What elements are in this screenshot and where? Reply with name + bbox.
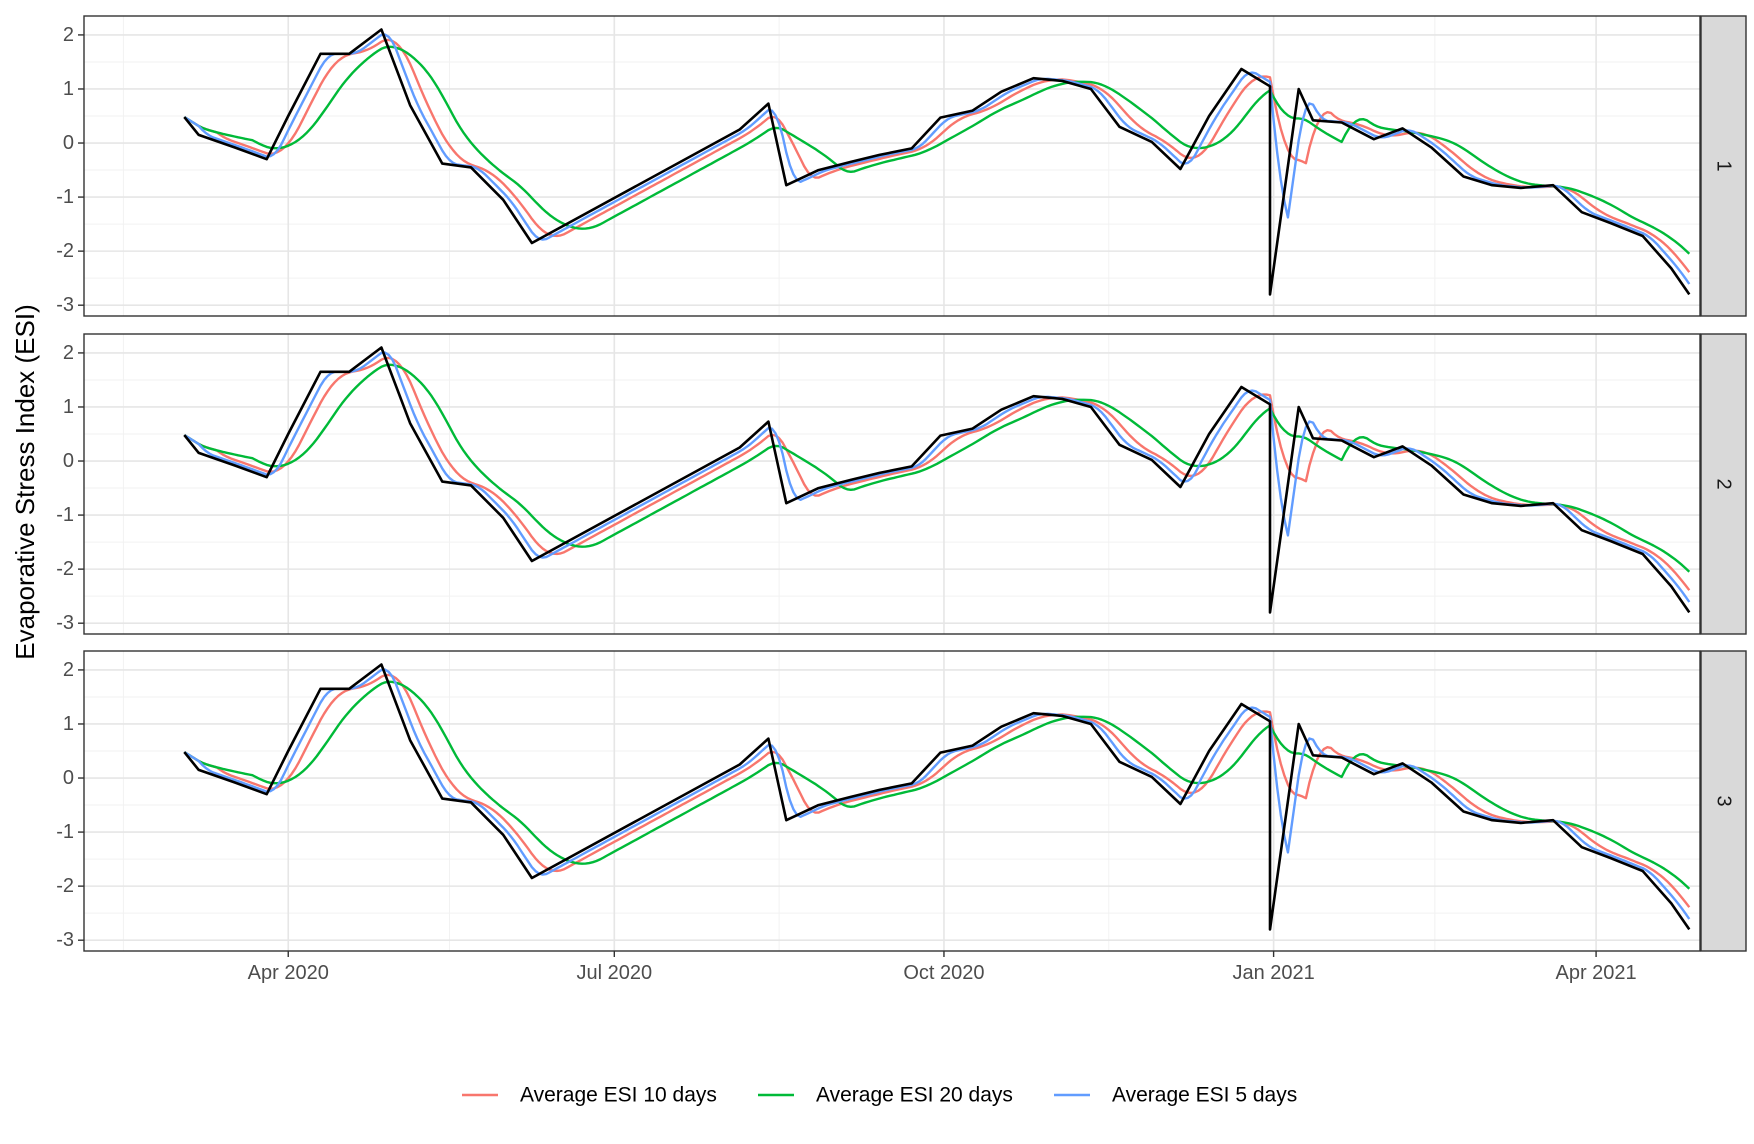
x-tick-label: Jul 2020 [576, 962, 652, 984]
legend-label: Average ESI 10 days [520, 1084, 717, 1107]
facet-strip [1700, 15, 1747, 317]
panel-border [83, 333, 1701, 635]
legend-label: Average ESI 5 days [1112, 1084, 1297, 1107]
series-line-average-esi-5-days [183, 351, 1691, 603]
legend: Average ESI 10 days Average ESI 20 days Av… [462, 1084, 1297, 1107]
series-group [183, 663, 1691, 931]
panels: 1 2 1 0 -1 -2 -3 2 2 1 0 -1 -2 -3 3 2 1 0 -1 -2 -3 [56, 15, 1747, 952]
facet-strip-label: 1 [1713, 160, 1735, 171]
series-line-esi [183, 346, 1691, 614]
y-tick-label: -2 [56, 875, 74, 897]
series-line-average-esi-10-days [183, 673, 1691, 908]
y-tick-label: -3 [56, 929, 74, 951]
x-axis: Apr 2020 Jul 2020 Oct 2020 Jan 2021 Apr 2021 [248, 951, 1637, 984]
series-line-average-esi-20-days [183, 363, 1691, 573]
series-line-esi [183, 663, 1691, 931]
x-tick-label: Oct 2020 [903, 962, 984, 984]
series-line-average-esi-10-days [183, 356, 1691, 591]
x-tick-label: Jan 2021 [1232, 962, 1314, 984]
x-tick-label: Apr 2020 [248, 962, 329, 984]
y-axis-title: Evaporative Stress Index (ESI) [10, 304, 40, 659]
legend-item: Average ESI 20 days [758, 1084, 1013, 1107]
series-group [183, 346, 1691, 614]
panel-background [84, 16, 1700, 316]
gridlines [84, 651, 1700, 951]
y-tick-label: 1 [63, 78, 74, 100]
y-tick-label: -2 [56, 240, 74, 262]
y-tick-label: 1 [63, 396, 74, 418]
series-line-average-esi-5-days [183, 33, 1691, 285]
y-tick-label: 0 [63, 767, 74, 789]
y-tick-label: -1 [56, 186, 74, 208]
y-tick-label: 0 [63, 450, 74, 472]
panel-1: 1 2 1 0 -1 -2 -3 [56, 15, 1747, 317]
facet-strip [1700, 650, 1747, 952]
y-tick-label: -3 [56, 294, 74, 316]
y-tick-label: 2 [63, 24, 74, 46]
legend-label: Average ESI 20 days [816, 1084, 1013, 1107]
x-tick-label: Apr 2021 [1556, 962, 1637, 984]
y-tick-label: -1 [56, 821, 74, 843]
y-tick-label: 2 [63, 342, 74, 364]
series-line-average-esi-20-days [183, 45, 1691, 255]
facet-strip-label: 3 [1713, 795, 1735, 806]
panel-background [84, 334, 1700, 634]
y-tick-label: 2 [63, 659, 74, 681]
y-tick-label: -1 [56, 504, 74, 526]
panel-border [83, 650, 1701, 952]
series-line-average-esi-20-days [183, 680, 1691, 890]
y-tick-label: -2 [56, 558, 74, 580]
legend-item: Average ESI 5 days [1054, 1084, 1297, 1107]
facet-strip [1700, 333, 1747, 635]
y-tick-label: -3 [56, 612, 74, 634]
series-line-average-esi-5-days [183, 668, 1691, 920]
series-line-esi [183, 28, 1691, 296]
facet-strip-label: 2 [1713, 478, 1735, 489]
panel-border [83, 15, 1701, 317]
panel-2: 2 2 1 0 -1 -2 -3 [56, 333, 1747, 635]
legend-item: Average ESI 10 days [462, 1084, 717, 1107]
y-tick-label: 0 [63, 132, 74, 154]
panel-3: 3 2 1 0 -1 -2 -3 [56, 650, 1747, 952]
series-group [183, 28, 1691, 296]
y-tick-label: 1 [63, 713, 74, 735]
panel-background [84, 651, 1700, 951]
series-line-average-esi-10-days [183, 38, 1691, 273]
